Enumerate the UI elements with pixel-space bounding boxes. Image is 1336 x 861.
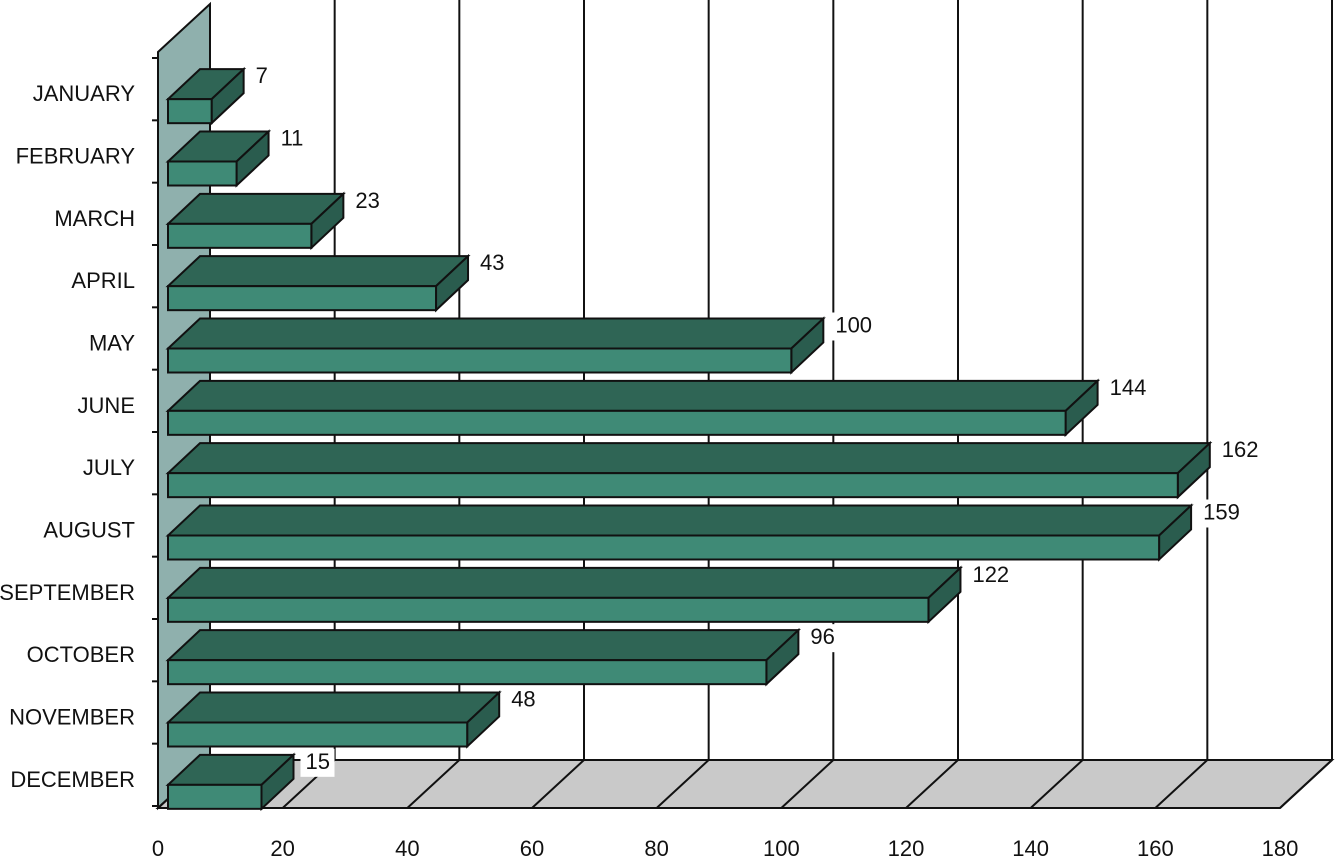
bar-top: [165, 442, 1213, 475]
data-label: 15: [306, 749, 330, 774]
data-label-bg: [506, 686, 541, 715]
bar-front: [167, 472, 1179, 499]
data-label-bg: [1104, 374, 1151, 403]
bar-front: [167, 98, 213, 125]
x-tick-label: 120: [888, 836, 925, 861]
bar-december: [165, 752, 297, 812]
bar-march: [165, 191, 346, 251]
data-label: 144: [1110, 375, 1147, 400]
data-label: 43: [480, 250, 504, 275]
bar-july: [165, 440, 1213, 500]
bar-top: [165, 629, 801, 662]
data-label: 23: [355, 188, 379, 213]
floor-gridline: [1279, 759, 1333, 809]
category-label: SEPTEMBER: [0, 580, 135, 605]
data-label-bg: [250, 63, 273, 92]
bar-january: [165, 66, 247, 126]
bar-may: [165, 316, 826, 375]
x-tick-label: 180: [1262, 836, 1299, 861]
floor-gridline: [780, 759, 835, 809]
data-label: 122: [972, 562, 1009, 587]
category-label: JULY: [83, 455, 135, 480]
x-tick-label: 100: [763, 836, 800, 861]
x-tick-label: 140: [1012, 836, 1049, 861]
floor-gridline: [905, 759, 959, 809]
bar-front: [167, 347, 793, 374]
data-label: 100: [835, 313, 872, 338]
bar-top: [165, 255, 471, 288]
bar-front: [167, 409, 1067, 436]
data-label-bg: [350, 187, 385, 216]
data-label: 7: [256, 63, 268, 88]
data-label-bg: [830, 312, 877, 341]
bar-september: [165, 565, 963, 625]
category-label: DECEMBER: [10, 767, 135, 792]
data-label: 96: [810, 624, 834, 649]
category-label: JUNE: [78, 393, 135, 418]
bar-top: [165, 566, 963, 599]
bar-front: [167, 721, 469, 748]
category-labels: JANUARY FEBRUARY MARCH APRIL MAY JUNE JULY AUGU…: [0, 81, 135, 792]
bar-top: [165, 691, 502, 724]
floor-gridline: [1029, 759, 1084, 809]
x-tick-label: 80: [644, 836, 668, 861]
bar-front: [167, 596, 930, 623]
x-tick-label: 40: [395, 836, 419, 861]
bar-august: [165, 503, 1194, 562]
category-label: MAY: [89, 331, 135, 356]
bar-top: [165, 317, 826, 350]
category-label: OCTOBER: [27, 642, 135, 667]
x-tick-label: 0: [152, 836, 164, 861]
data-label-bg: [475, 250, 510, 279]
category-label: APRIL: [71, 268, 135, 293]
data-label: 48: [511, 687, 535, 712]
data-label: 11: [281, 126, 304, 151]
data-label: 159: [1203, 500, 1240, 525]
floor-gridline: [655, 759, 710, 809]
category-label: MARCH: [54, 206, 135, 231]
category-label: JANUARY: [33, 81, 136, 106]
bar-february: [165, 129, 272, 188]
category-label: NOVEMBER: [9, 705, 135, 730]
bar-front: [167, 534, 1161, 561]
bar-top: [165, 379, 1101, 412]
bar-april: [165, 253, 471, 313]
data-labels: 7 11 23 43 100 144 162 159 122 96 48 15: [250, 63, 1263, 777]
bar-october: [165, 627, 801, 687]
data-label-bg: [300, 748, 335, 777]
x-tick-label: 160: [1137, 836, 1174, 861]
bar-front: [167, 285, 438, 312]
x-tick-label: 60: [520, 836, 544, 861]
data-label-bg: [1198, 499, 1245, 528]
data-label-bg: [805, 624, 840, 653]
category-label: FEBRUARY: [16, 144, 136, 169]
data-label-bg: [1216, 437, 1263, 466]
bar-front: [167, 222, 313, 249]
bar-front: [167, 783, 263, 810]
bar-top: [165, 504, 1194, 537]
x-tick-label: 20: [270, 836, 294, 861]
bar-front: [167, 659, 768, 686]
x-axis-ticks: 0 20 40 60 80 100 120 140 160 180: [152, 836, 1298, 861]
floor-gridline: [1154, 759, 1209, 809]
bar-november: [165, 690, 502, 749]
floor-gridline: [406, 759, 461, 809]
data-label-bg: [967, 561, 1014, 590]
bar-front: [167, 160, 238, 187]
floor-gridline: [531, 759, 585, 809]
data-label-bg: [275, 125, 310, 154]
category-label: AUGUST: [43, 518, 135, 543]
data-label: 162: [1222, 437, 1259, 462]
bars: [165, 66, 1213, 812]
bar-june: [165, 378, 1101, 438]
